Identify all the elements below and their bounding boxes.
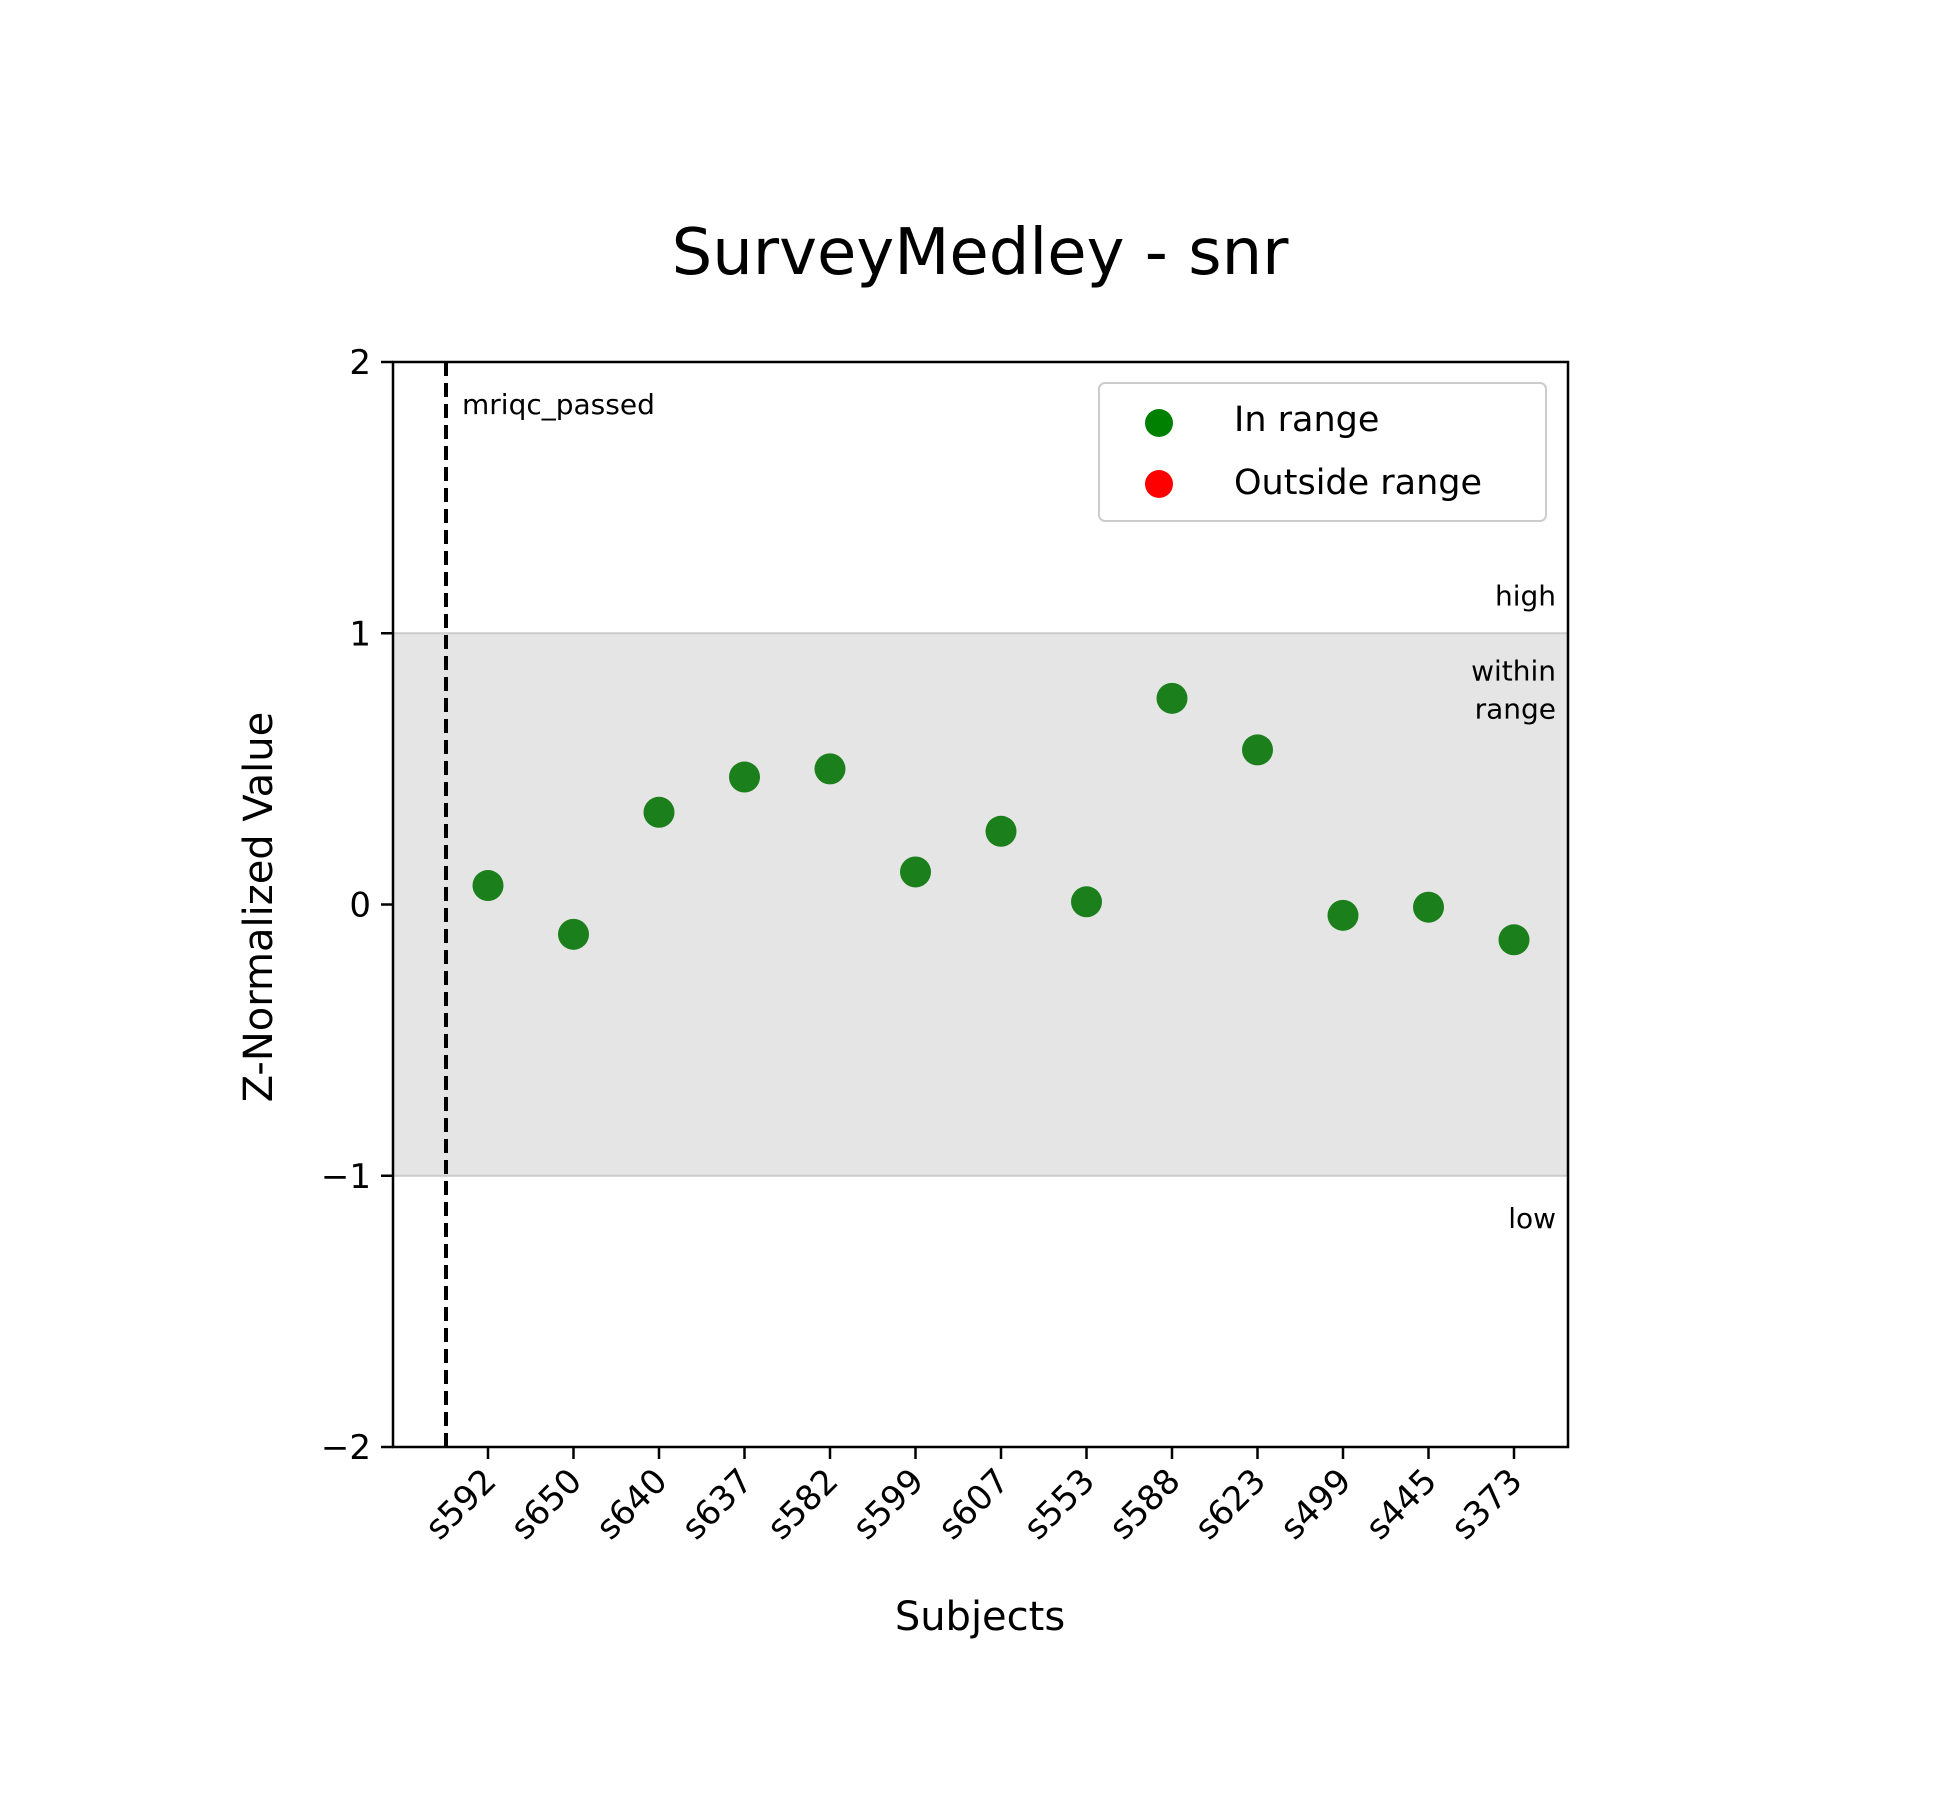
- y-tick-label: −2: [321, 1428, 371, 1468]
- x-tick-label-s553: s553: [1016, 1461, 1103, 1548]
- data-point-s373: [1498, 924, 1530, 956]
- data-point-s588: [1156, 682, 1188, 714]
- data-point-s599: [900, 856, 931, 888]
- x-tick-label-s592: s592: [418, 1461, 505, 1548]
- x-tick-label-s607: s607: [931, 1461, 1018, 1548]
- x-tick-label-s599: s599: [845, 1461, 932, 1548]
- x-tick-label-s650: s650: [503, 1461, 590, 1548]
- data-point-s607: [985, 815, 1017, 847]
- data-point-s582: [814, 753, 846, 785]
- data-point-s445: [1413, 891, 1444, 923]
- legend-label-outside-range: Outside range: [1234, 463, 1482, 503]
- y-tick-label: 2: [349, 343, 371, 383]
- data-point-s592: [472, 870, 504, 902]
- y-axis-ticks: 2 1 0 −1 −2: [321, 343, 393, 1468]
- within-range-band: [393, 633, 1568, 1176]
- data-point-s499: [1327, 899, 1359, 931]
- legend: In range Outside range: [1098, 382, 1547, 522]
- x-axis-ticks: s592s650s640s637s582s599s607s553s588s623…: [418, 1447, 1531, 1548]
- region-label-range: range: [1475, 692, 1556, 725]
- x-tick-label-s640: s640: [589, 1461, 676, 1548]
- region-label-high: high: [1495, 579, 1556, 612]
- x-axis-label: Subjects: [895, 1594, 1065, 1640]
- data-point-s640: [643, 796, 675, 828]
- y-axis-label: Z-Normalized Value: [236, 712, 282, 1103]
- legend-box: [1098, 382, 1547, 522]
- data-point-s650: [558, 918, 589, 950]
- data-point-s637: [729, 761, 760, 793]
- region-label-within: within: [1471, 654, 1556, 687]
- x-tick-label-s445: s445: [1358, 1461, 1445, 1548]
- chart-title: SurveyMedley - snr: [672, 216, 1290, 290]
- x-tick-label-s373: s373: [1444, 1461, 1531, 1548]
- x-tick-label-s623: s623: [1187, 1461, 1274, 1548]
- data-point-s553: [1071, 886, 1102, 918]
- y-tick-label: 0: [349, 886, 371, 926]
- x-tick-label-s499: s499: [1273, 1461, 1360, 1548]
- legend-marker-in-range: [1145, 409, 1173, 437]
- data-points: [472, 682, 1530, 956]
- mriqc-passed-label: mriqc_passed: [462, 388, 655, 421]
- data-point-s623: [1242, 734, 1273, 766]
- legend-label-in-range: In range: [1234, 400, 1379, 440]
- x-tick-label-s582: s582: [760, 1461, 847, 1548]
- y-tick-label: −1: [321, 1157, 371, 1197]
- x-tick-label-s588: s588: [1102, 1461, 1189, 1548]
- region-label-low: low: [1508, 1202, 1556, 1235]
- y-tick-label: 1: [349, 614, 371, 654]
- x-tick-label-s637: s637: [674, 1461, 761, 1548]
- legend-marker-outside-range: [1145, 470, 1173, 498]
